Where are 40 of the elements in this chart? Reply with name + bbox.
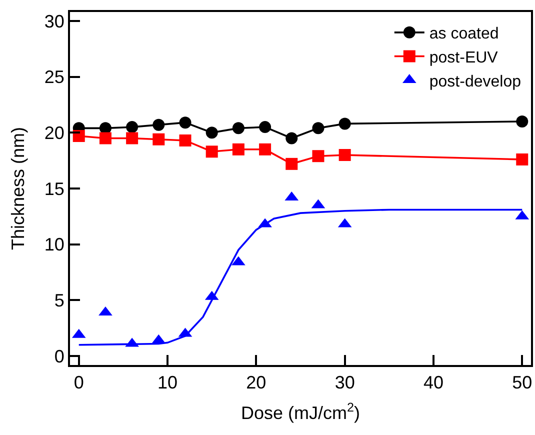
point: [259, 143, 272, 156]
y-axis-title: Thickness (nm): [8, 126, 28, 250]
point: [72, 130, 85, 142]
point: [206, 146, 218, 158]
y-tick-label: 30: [44, 11, 64, 32]
x-tick-label: 20: [246, 372, 266, 393]
point: [179, 134, 192, 146]
legend-label: post-develop: [429, 73, 522, 90]
point: [338, 148, 351, 161]
point: [126, 121, 138, 134]
y-tick-label: 20: [44, 122, 64, 143]
point: [312, 122, 324, 134]
y-tick-label: 10: [44, 234, 64, 255]
legend-label: post-EUV: [429, 49, 498, 66]
legend-label: as coated: [429, 26, 499, 43]
point: [152, 118, 165, 131]
x-tick-label: 10: [158, 372, 178, 393]
point: [312, 150, 324, 162]
x-tick-label: 0: [74, 372, 84, 393]
point: [206, 126, 218, 139]
point: [126, 132, 138, 144]
point: [516, 153, 528, 166]
x-tick-label: 50: [512, 372, 532, 393]
point: [516, 115, 528, 128]
x-axis-title: Dose (mJ/cm$^{2}$): [240, 400, 360, 424]
point: [179, 116, 192, 129]
point: [286, 132, 298, 144]
point: [232, 122, 244, 134]
x-tick-label: 40: [423, 372, 444, 393]
point: [232, 143, 244, 156]
point: [338, 118, 351, 130]
x-tick-label: 30: [334, 372, 355, 393]
y-tick-label: 0: [54, 346, 64, 366]
point: [152, 133, 165, 146]
y-tick-label: 5: [54, 290, 64, 311]
point: [99, 132, 112, 144]
point: [259, 121, 272, 134]
point: [286, 158, 298, 170]
y-tick-label: 15: [44, 178, 64, 199]
y-tick-label: 25: [44, 67, 64, 88]
